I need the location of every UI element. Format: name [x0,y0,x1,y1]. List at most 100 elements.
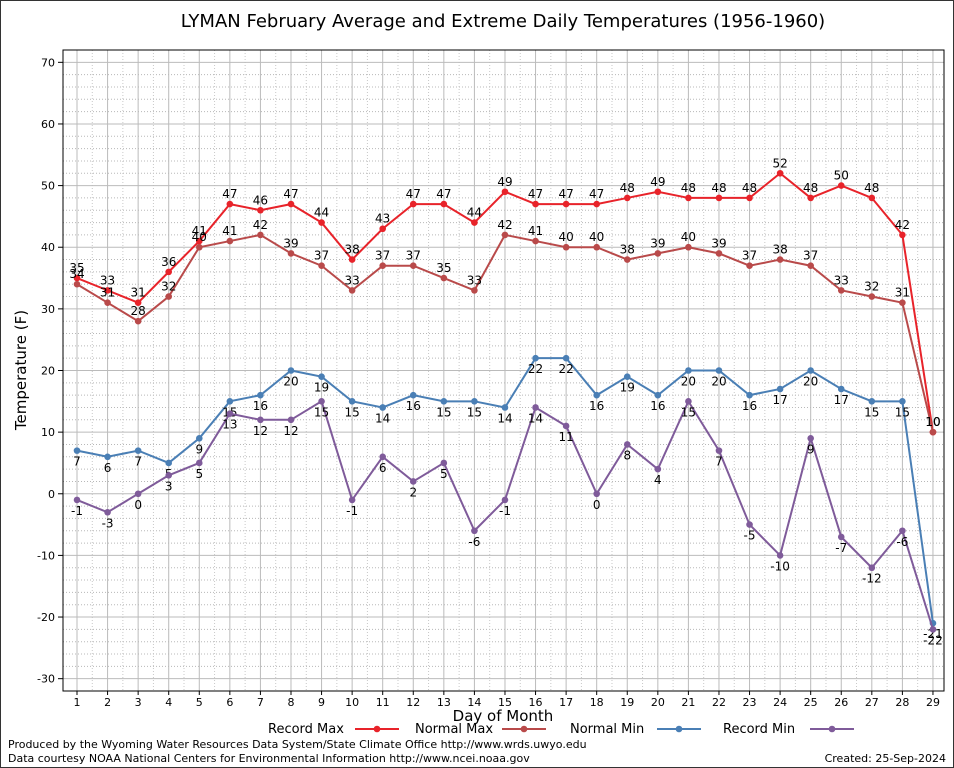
normal-min-data-label: 14 [375,411,390,425]
x-tick-label: 13 [437,696,451,709]
record-min-point [257,416,264,424]
record-max-data-label: 43 [375,212,390,226]
normal-max-point [226,237,234,245]
record-min-data-label: 12 [253,424,268,438]
y-tick-label: -30 [37,673,55,686]
normal-min-data-label: 7 [73,455,81,469]
normal-max-data-label: 33 [834,273,849,287]
normal-min-data-label: 17 [834,393,849,407]
record-min-point [776,552,784,559]
normal-max-point [776,256,784,263]
normal-min-point [501,404,509,411]
record-max-data-label: 48 [711,181,726,195]
record-max-data-label: 48 [620,181,635,195]
record-max-data-label: 35 [69,261,84,275]
y-tick-label: -20 [37,611,55,624]
normal-max-data-label: 39 [283,236,298,250]
legend-label: Normal Max [415,722,493,737]
record-max-point [654,188,662,196]
normal-max-point [746,262,753,270]
record-min-data-label: -1 [499,504,511,518]
record-max-point [807,194,814,202]
normal-max-data-label: 31 [895,286,910,300]
x-tick-label: 8 [287,696,294,709]
legend-item-record-min: Record Min [723,722,854,737]
normal-min-data-label: 16 [253,399,268,413]
normal-min-data-label: 20 [681,375,696,389]
record-max-point [226,200,234,208]
record-min-data-label: 0 [593,498,601,512]
x-tick-label: 12 [406,696,420,709]
record-min-point [165,471,173,479]
normal-max-data-label: 38 [772,243,787,257]
record-max-point [562,200,570,208]
normal-max-point [287,250,295,257]
legend-swatch-marker [373,725,381,733]
normal-max-point [593,243,600,251]
y-tick-label: 0 [48,488,55,501]
record-max-data-label: 44 [314,206,329,220]
record-max-data-label: 50 [834,169,849,183]
legend-label: Normal Min [570,722,644,737]
record-min-data-label: -6 [468,535,480,549]
normal-max-point [929,428,937,436]
normal-min-data-label: 19 [620,381,635,395]
y-axis: -30 -20 -10 0 10 20 30 40 50 60 70 [37,56,63,686]
normal-max-point [104,299,111,307]
record-min-point [746,521,753,528]
record-max-point [195,237,203,245]
record-min-point [807,434,814,442]
normal-max-point [440,274,448,282]
chart-title: LYMAN February Average and Extreme Daily… [181,11,825,32]
record-max-point [899,231,906,239]
normal-min-data-label: 19 [314,381,329,395]
normal-min-data-label: 20 [283,375,298,389]
record-max-point [348,256,356,263]
record-max-point [257,206,264,214]
record-min-data-label: 15 [681,405,696,419]
normal-min-point [776,385,784,393]
record-max-point [287,200,295,208]
normal-max-data-label: 40 [558,230,573,244]
normal-min-data-label: 16 [406,399,421,413]
record-min-data-label: -5 [744,529,756,543]
record-min-data-label: -10 [770,559,790,573]
normal-min-data-label: 7 [134,455,142,469]
record-max-data-label: 47 [528,187,543,201]
normal-max-data-label: 41 [222,224,237,238]
y-tick-label: 30 [41,303,55,316]
normal-min-point [379,404,387,411]
normal-max-data-label: 39 [711,236,726,250]
normal-min-data-label: 9 [195,442,203,456]
x-tick-label: 6 [226,696,233,709]
record-max-data-label: 52 [772,156,787,170]
record-max-data-label: 47 [406,187,421,201]
record-min-point [899,527,906,535]
record-min-data-label: 6 [379,461,387,475]
record-min-data-label: -3 [102,516,114,530]
x-axis-label: Day of Month [453,707,554,725]
record-max-point [318,219,325,226]
normal-max-data-label: 40 [681,230,696,244]
record-max-data-label: 38 [344,243,359,257]
x-axis: 1 2 3 4 5 6 7 8 9 10 11 12 13 14 15 16 17 18 19 20 21 22 23 24 2… [74,691,940,709]
normal-max-point [562,243,570,251]
y-tick-label: 50 [41,180,55,193]
record-max-data-label: 47 [283,187,298,201]
normal-min-point [165,459,173,467]
record-max-data-label: 47 [589,187,604,201]
minor-grid [63,49,944,692]
normal-max-point [899,299,906,307]
record-max-data-label: 47 [558,187,573,201]
x-tick-label: 27 [865,696,879,709]
record-max-data-label: 48 [681,181,696,195]
normal-min-point [226,398,234,405]
normal-max-point [379,262,387,270]
legend-item-record-max: Record Max [268,722,399,737]
y-axis-label: Temperature (F) [12,310,30,431]
normal-min-point [532,354,539,362]
x-tick-label: 3 [135,696,142,709]
normal-min-point [104,453,111,461]
record-min-point [868,564,876,572]
